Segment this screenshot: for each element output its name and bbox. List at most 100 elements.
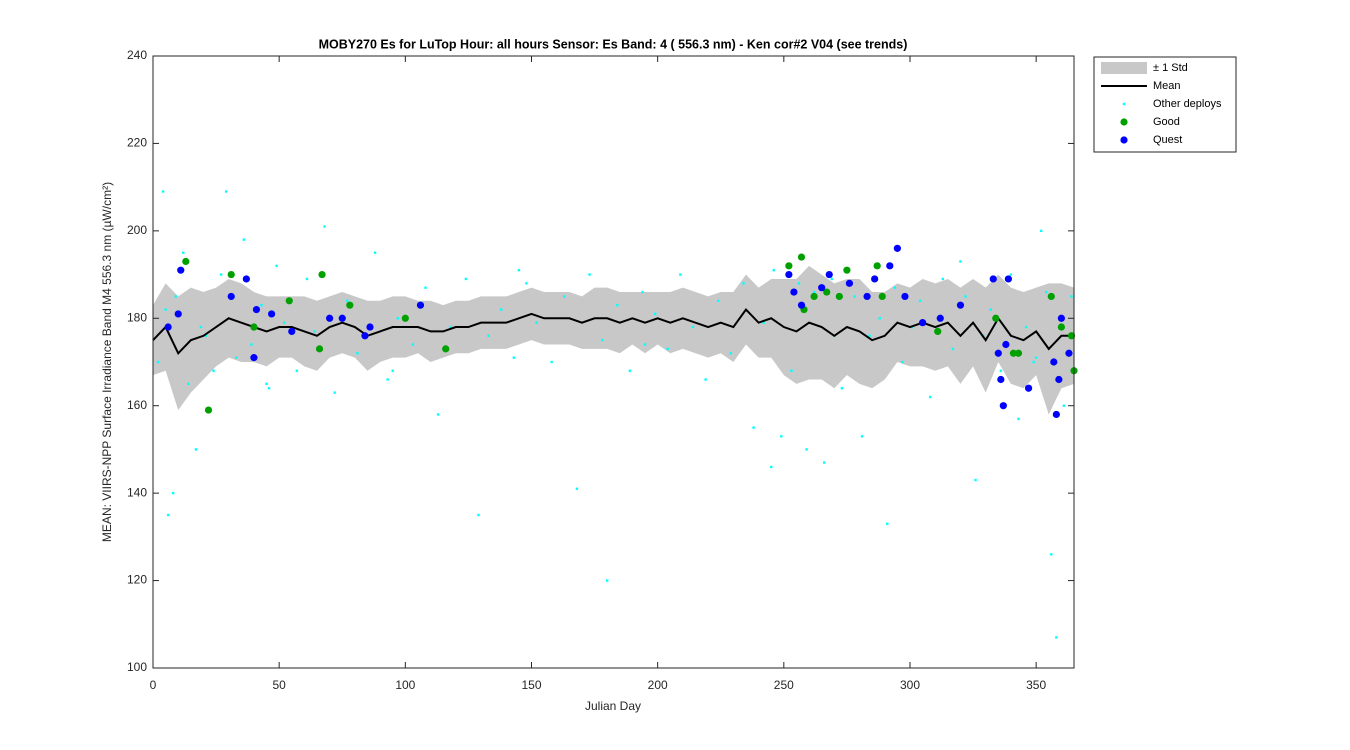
- point: [1047, 292, 1055, 301]
- point: [449, 325, 452, 329]
- point: [863, 292, 871, 301]
- x-tick-label: 50: [272, 678, 286, 692]
- point: [194, 448, 198, 451]
- point: [219, 273, 223, 276]
- point: [893, 244, 901, 252]
- point: [535, 321, 538, 324]
- point: [1052, 410, 1060, 419]
- legend-label: Good: [1153, 116, 1180, 128]
- y-tick-label: 180: [127, 310, 147, 324]
- point: [810, 292, 818, 301]
- point: [265, 382, 268, 386]
- point: [1057, 314, 1065, 322]
- point: [717, 299, 720, 302]
- point: [356, 352, 359, 355]
- point: [416, 301, 425, 309]
- point: [366, 323, 374, 331]
- point: [174, 295, 177, 298]
- point: [1055, 636, 1058, 639]
- point: [525, 282, 528, 285]
- point: [252, 305, 261, 314]
- point: [1070, 295, 1073, 298]
- point: [616, 303, 619, 307]
- point: [401, 314, 409, 322]
- y-axis-label: MEAN: VIIRS-NPP Surface Irradiance Band …: [100, 182, 114, 542]
- point: [997, 375, 1005, 384]
- point: [790, 369, 793, 372]
- point: [951, 347, 955, 351]
- chart-title: MOBY270 Es for LuTop Hour: all hours Sen…: [319, 37, 908, 51]
- point: [762, 321, 765, 324]
- point: [575, 487, 579, 490]
- point: [936, 314, 944, 322]
- y-tick-label: 160: [127, 398, 147, 412]
- point: [797, 282, 801, 285]
- point: [853, 295, 856, 298]
- point: [919, 319, 927, 327]
- point: [901, 360, 904, 364]
- x-tick-label: 150: [521, 678, 541, 692]
- plot-layer: [152, 190, 1078, 639]
- point: [361, 332, 369, 340]
- point: [752, 426, 755, 429]
- point: [487, 334, 490, 337]
- point: [860, 435, 864, 438]
- y-tick-label: 120: [127, 573, 147, 587]
- point: [1050, 553, 1053, 556]
- x-tick-label: 100: [395, 678, 415, 692]
- point: [989, 308, 992, 311]
- legend-swatch: [1120, 118, 1128, 126]
- x-tick-label: 250: [774, 678, 794, 692]
- point: [805, 448, 808, 451]
- point: [790, 288, 798, 296]
- point: [840, 387, 844, 390]
- point: [204, 406, 213, 414]
- point: [691, 325, 695, 329]
- point: [822, 461, 826, 464]
- point: [878, 317, 881, 320]
- y-tick-label: 100: [127, 660, 147, 674]
- point: [164, 308, 167, 311]
- y-tick-label: 200: [127, 223, 147, 237]
- point: [1017, 417, 1020, 421]
- point: [199, 325, 203, 329]
- point: [999, 402, 1007, 410]
- point: [313, 330, 316, 333]
- point: [843, 266, 851, 274]
- point: [1067, 332, 1076, 340]
- point: [1002, 340, 1010, 349]
- point: [227, 270, 235, 279]
- point: [166, 513, 170, 517]
- y-tick-label: 220: [127, 136, 147, 150]
- point: [835, 292, 843, 301]
- point: [1045, 290, 1048, 294]
- point: [1009, 273, 1013, 276]
- point: [242, 275, 250, 283]
- point: [260, 303, 263, 307]
- point: [588, 273, 591, 276]
- point: [1004, 275, 1012, 283]
- point: [318, 270, 326, 279]
- point: [643, 343, 647, 346]
- point: [729, 352, 733, 355]
- legend-label: Other deploys: [1153, 98, 1222, 110]
- legend-label: ± 1 Std: [1153, 62, 1188, 74]
- y-tick-label: 240: [127, 48, 147, 62]
- point: [512, 356, 516, 359]
- point: [288, 327, 296, 335]
- point: [187, 382, 190, 386]
- point: [934, 327, 942, 335]
- point: [1062, 404, 1066, 407]
- legend: ± 1 Std Mean Other deploys Good Quest: [1093, 56, 1237, 153]
- x-axis-label: Julian Day: [585, 699, 641, 713]
- x-tick-label: 350: [1026, 678, 1046, 692]
- point: [797, 301, 806, 309]
- point: [182, 257, 190, 266]
- point: [901, 292, 909, 301]
- std-band: [153, 265, 1074, 415]
- point: [250, 354, 258, 362]
- point: [1065, 349, 1073, 357]
- point: [886, 522, 889, 525]
- point: [785, 262, 793, 270]
